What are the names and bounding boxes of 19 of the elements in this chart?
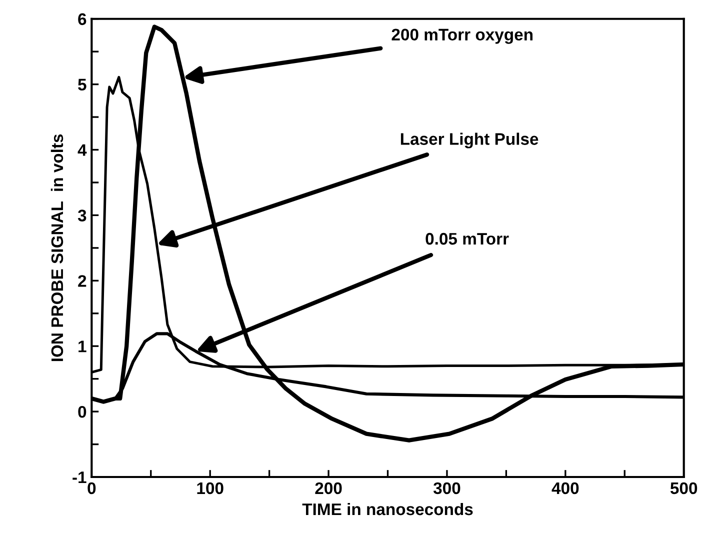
x-tick-label: 200 — [315, 482, 342, 494]
y-tick-label: 3 — [78, 210, 86, 222]
x-tick-label: 500 — [670, 482, 698, 494]
y-tick-label: 2 — [78, 275, 86, 287]
annotation: Laser Light Pulse — [400, 132, 538, 148]
x-tick-label: 400 — [552, 482, 579, 494]
y-tick-label: 0 — [78, 406, 86, 418]
y-tick-label: 1 — [78, 340, 86, 352]
x-tick-label: 100 — [197, 482, 224, 494]
x-axis-title: TIME in nanoseconds — [302, 502, 473, 516]
x-tick-label: 300 — [433, 482, 460, 494]
y-tick-label: 6 — [78, 13, 86, 26]
y-tick-label: -1 — [72, 472, 86, 484]
x-tick-label: 0 — [88, 482, 96, 494]
y-axis-title: ION PROBE SIGNAL in volts — [50, 134, 64, 362]
annotation: 0.05 mTorr — [426, 232, 509, 245]
y-tick-label: 4 — [78, 144, 87, 156]
annotation: 200 mTorr oxygen — [392, 28, 532, 44]
y-tick-label: 5 — [78, 78, 86, 91]
